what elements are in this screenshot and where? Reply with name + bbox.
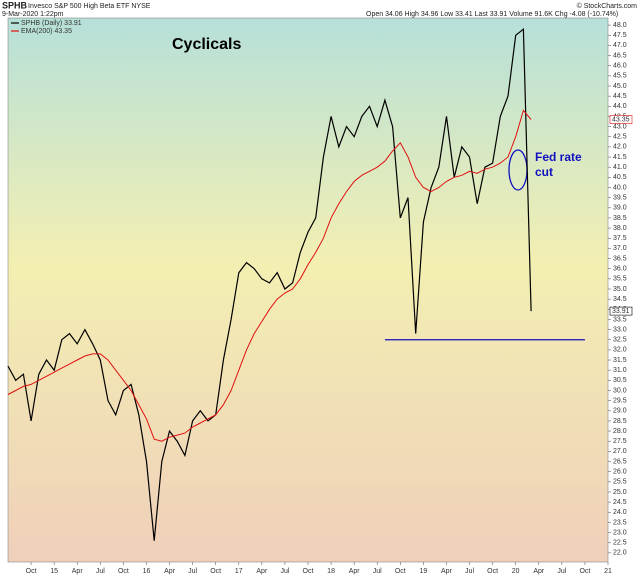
y-tick-label: 33.5: [613, 316, 627, 323]
y-tick-label: 32.0: [613, 347, 627, 354]
y-tick-label: 34.5: [613, 296, 627, 303]
annotation: Fed rate: [535, 150, 582, 164]
last-value-label: 33.91: [612, 308, 630, 315]
y-tick-label: 35.0: [613, 286, 627, 293]
y-tick-label: 26.5: [613, 458, 627, 465]
y-tick-label: 22.5: [613, 540, 627, 547]
y-tick-label: 23.5: [613, 519, 627, 526]
y-tick-label: 45.5: [613, 73, 627, 80]
subtitle: Invesco S&P 500 High Beta ETF NYSE: [28, 3, 151, 10]
x-tick-label: 17: [235, 568, 243, 575]
x-tick-label: Oct: [487, 568, 498, 575]
y-tick-label: 22.0: [613, 550, 627, 557]
y-tick-label: 45.0: [613, 83, 627, 90]
annotation: cut: [535, 165, 553, 179]
x-tick-label: Jul: [557, 568, 566, 575]
y-tick-label: 27.5: [613, 438, 627, 445]
y-tick-label: 24.5: [613, 499, 627, 506]
y-tick-label: 46.0: [613, 63, 627, 70]
y-tick-label: 37.5: [613, 235, 627, 242]
legend-label: EMA(200) 43.35: [21, 28, 72, 35]
y-tick-label: 33.0: [613, 326, 627, 333]
x-tick-label: 20: [512, 568, 520, 575]
y-tick-label: 28.0: [613, 428, 627, 435]
x-tick-label: Jul: [373, 568, 382, 575]
y-tick-label: 25.0: [613, 489, 627, 496]
y-tick-label: 40.5: [613, 174, 627, 181]
symbol: SPHB: [2, 0, 28, 10]
x-tick-label: Oct: [303, 568, 314, 575]
y-tick-label: 31.0: [613, 367, 627, 374]
last-value-tag: [609, 115, 633, 124]
y-tick-label: 47.0: [613, 42, 627, 49]
x-tick-label: Apr: [349, 568, 361, 575]
x-tick-label: Oct: [26, 568, 37, 575]
legend-label: SPHB (Daily) 33.91: [21, 20, 82, 27]
x-tick-label: Jul: [465, 568, 474, 575]
y-tick-label: 30.0: [613, 387, 627, 394]
y-tick-label: 36.0: [613, 266, 627, 273]
y-tick-label: 39.5: [613, 194, 627, 201]
y-tick-label: 46.5: [613, 52, 627, 59]
y-tick-label: 29.5: [613, 397, 627, 404]
x-tick-label: 19: [419, 568, 427, 575]
annotation: Cyclicals: [172, 36, 241, 53]
y-tick-label: 38.5: [613, 215, 627, 222]
source: © StockCharts.com: [577, 2, 638, 10]
y-tick-label: 47.5: [613, 32, 627, 39]
x-tick-label: Jul: [280, 568, 289, 575]
y-tick-label: 26.0: [613, 469, 627, 476]
series-line: [7, 27, 532, 541]
x-tick-label: Apr: [533, 568, 545, 575]
y-tick-label: 24.0: [613, 509, 627, 516]
series-line: [7, 109, 532, 442]
quote: Open 34.06 High 34.96 Low 33.41 Last 33.…: [366, 11, 618, 18]
x-tick-label: Oct: [395, 568, 406, 575]
y-tick-label: 32.5: [613, 337, 627, 344]
y-tick-label: 48.0: [613, 22, 627, 29]
x-tick-label: Jul: [96, 568, 105, 575]
y-tick-label: 41.5: [613, 154, 627, 161]
y-tick-label: 37.0: [613, 245, 627, 252]
y-tick-label: 40.0: [613, 184, 627, 191]
last-value-tag: [609, 306, 633, 316]
x-tick-label: Apr: [441, 568, 453, 575]
y-tick-label: 42.0: [613, 144, 627, 151]
y-tick-label: 25.5: [613, 479, 627, 486]
y-tick-label: 44.5: [613, 93, 627, 100]
x-tick-label: 21: [604, 568, 612, 575]
y-tick-label: 27.0: [613, 448, 627, 455]
y-tick-label: 36.5: [613, 255, 627, 262]
x-tick-label: Jul: [188, 568, 197, 575]
y-tick-label: 28.5: [613, 418, 627, 425]
x-tick-label: 15: [50, 568, 58, 575]
y-tick-label: 29.0: [613, 408, 627, 415]
y-tick-label: 43.0: [613, 123, 627, 130]
y-tick-label: 44.0: [613, 103, 627, 110]
x-tick-label: Oct: [579, 568, 590, 575]
y-tick-label: 41.0: [613, 164, 627, 171]
y-tick-label: 35.5: [613, 276, 627, 283]
x-tick-label: Oct: [118, 568, 129, 575]
x-tick-label: 16: [143, 568, 151, 575]
plot-area: [7, 17, 609, 563]
y-tick-label: 39.0: [613, 205, 627, 212]
date: 9-Mar-2020 1:22pm: [2, 11, 64, 18]
y-tick-label: 31.5: [613, 357, 627, 364]
last-value-label: 43.35: [612, 116, 630, 123]
x-tick-label: Apr: [72, 568, 84, 575]
x-tick-label: Oct: [210, 568, 221, 575]
y-tick-label: 30.5: [613, 377, 627, 384]
x-tick-label: Apr: [256, 568, 268, 575]
y-tick-label: 38.0: [613, 225, 627, 232]
y-tick-label: 23.0: [613, 529, 627, 536]
y-tick-label: 42.5: [613, 134, 627, 141]
x-tick-label: 18: [327, 568, 335, 575]
x-tick-label: Apr: [164, 568, 176, 575]
